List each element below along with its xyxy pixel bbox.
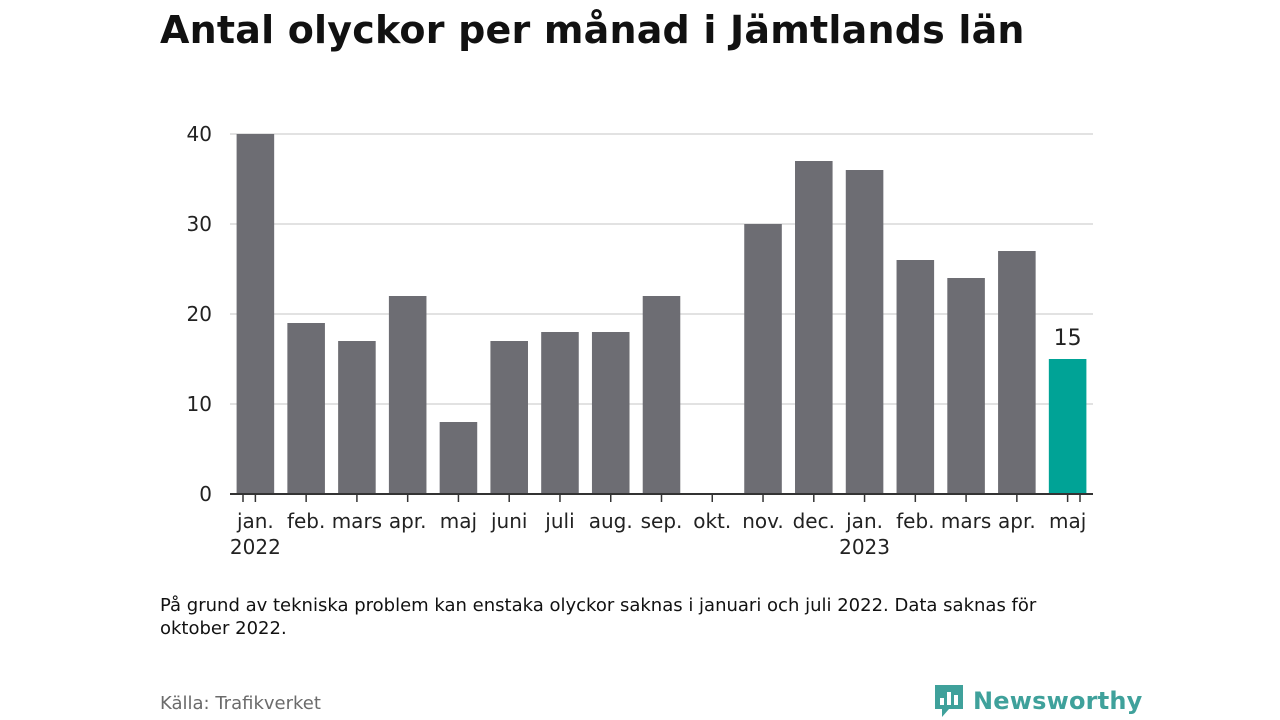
- y-tick-label: 20: [187, 302, 212, 326]
- x-tick-label: dec.: [793, 509, 835, 533]
- bar: [388, 296, 427, 494]
- bar: [490, 341, 528, 494]
- x-axis: [230, 493, 1093, 502]
- data-label: 15: [1054, 326, 1082, 351]
- x-year-label: 2023: [839, 535, 890, 559]
- x-tick-label: juni: [490, 509, 527, 533]
- y-tick-label: 40: [187, 122, 212, 146]
- bar: [896, 260, 935, 494]
- bar: [642, 296, 681, 494]
- x-tick-label: jan.: [845, 509, 883, 533]
- x-year-label: 2022: [230, 535, 281, 559]
- x-tick-label: okt.: [693, 509, 731, 533]
- x-tick-label: mars: [332, 509, 382, 533]
- brand-name: Newsworthy: [973, 687, 1143, 715]
- chart-title: Antal olyckor per månad i Jämtlands län: [160, 8, 1025, 52]
- x-tick-label: maj: [1049, 509, 1086, 533]
- x-tick-label: feb.: [287, 509, 325, 533]
- y-tick-label: 30: [187, 212, 212, 236]
- bar: [439, 422, 478, 494]
- x-tick-label: apr.: [998, 509, 1036, 533]
- bar: [1048, 359, 1087, 494]
- bar: [287, 323, 325, 494]
- bar: [744, 224, 782, 494]
- x-tick-label: jan.: [236, 509, 274, 533]
- bar: [795, 161, 833, 494]
- newsworthy-logo-icon: [935, 685, 963, 717]
- x-tick-label: sep.: [641, 509, 683, 533]
- chart-note: På grund av tekniska problem kan enstaka…: [160, 595, 1037, 639]
- x-tick-label: nov.: [742, 509, 784, 533]
- bar: [338, 341, 376, 494]
- x-tick-label: aug.: [589, 509, 633, 533]
- source-text: Källa: Trafikverket: [160, 693, 321, 714]
- x-tick-label: apr.: [389, 509, 427, 533]
- x-tick-label: feb.: [896, 509, 934, 533]
- bar: [947, 278, 985, 494]
- y-tick-label: 10: [187, 392, 212, 416]
- bar: [541, 332, 579, 494]
- bars: [236, 134, 1087, 494]
- y-tick-label: 0: [199, 482, 212, 506]
- bar: [998, 251, 1036, 494]
- bar: [845, 170, 884, 494]
- x-tick-label: mars: [941, 509, 991, 533]
- bar: [236, 134, 275, 494]
- x-tick-label: maj: [440, 509, 477, 533]
- x-tick-label: juli: [544, 509, 574, 533]
- newsworthy-brand: Newsworthy: [933, 683, 1143, 719]
- bar: [591, 332, 630, 494]
